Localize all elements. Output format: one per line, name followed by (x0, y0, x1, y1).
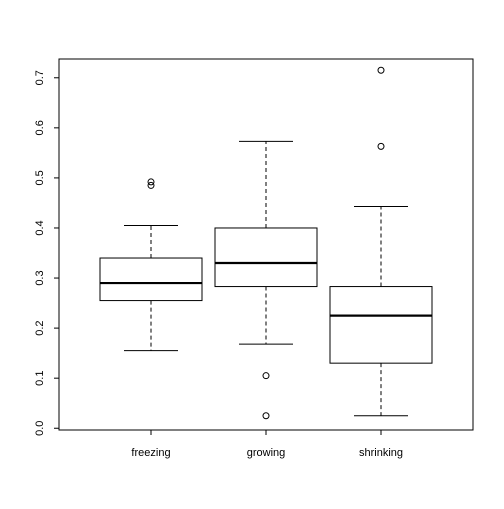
y-tick-label: 0.5 (34, 170, 46, 185)
outlier-point (262, 412, 270, 420)
y-tick-label: 0.7 (34, 70, 46, 85)
x-tick-label: growing (247, 447, 286, 459)
outlier-point (262, 372, 270, 380)
box-iqr (99, 257, 203, 302)
y-tick-label: 0.6 (34, 120, 46, 135)
outlier-point (147, 181, 155, 189)
box-iqr (214, 227, 318, 288)
x-tick-label: freezing (131, 447, 170, 459)
x-tick-label: shrinking (359, 447, 403, 459)
y-tick-label: 0.0 (34, 421, 46, 436)
y-tick-label: 0.2 (34, 320, 46, 335)
y-tick-label: 0.3 (34, 270, 46, 285)
outlier-point (147, 178, 155, 186)
outlier-point (377, 66, 385, 74)
outlier-point (377, 142, 385, 150)
y-tick-label: 0.4 (34, 220, 46, 235)
box-iqr (329, 286, 433, 364)
y-tick-label: 0.1 (34, 371, 46, 386)
